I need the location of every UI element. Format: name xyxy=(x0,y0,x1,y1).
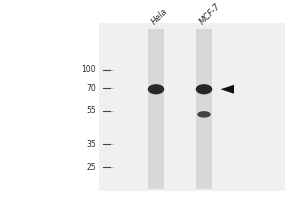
Bar xyxy=(99,23,285,191)
Text: MCF-7: MCF-7 xyxy=(198,2,222,27)
Bar xyxy=(196,29,212,189)
Text: Hela: Hela xyxy=(150,7,169,27)
Text: 100: 100 xyxy=(82,65,96,74)
Text: 55: 55 xyxy=(86,106,96,115)
Ellipse shape xyxy=(197,111,211,118)
Text: 70: 70 xyxy=(86,84,96,93)
Bar xyxy=(148,29,164,189)
Ellipse shape xyxy=(148,84,164,94)
Ellipse shape xyxy=(196,84,212,94)
Text: 35: 35 xyxy=(86,140,96,149)
Text: 25: 25 xyxy=(86,163,96,172)
Polygon shape xyxy=(220,85,234,94)
